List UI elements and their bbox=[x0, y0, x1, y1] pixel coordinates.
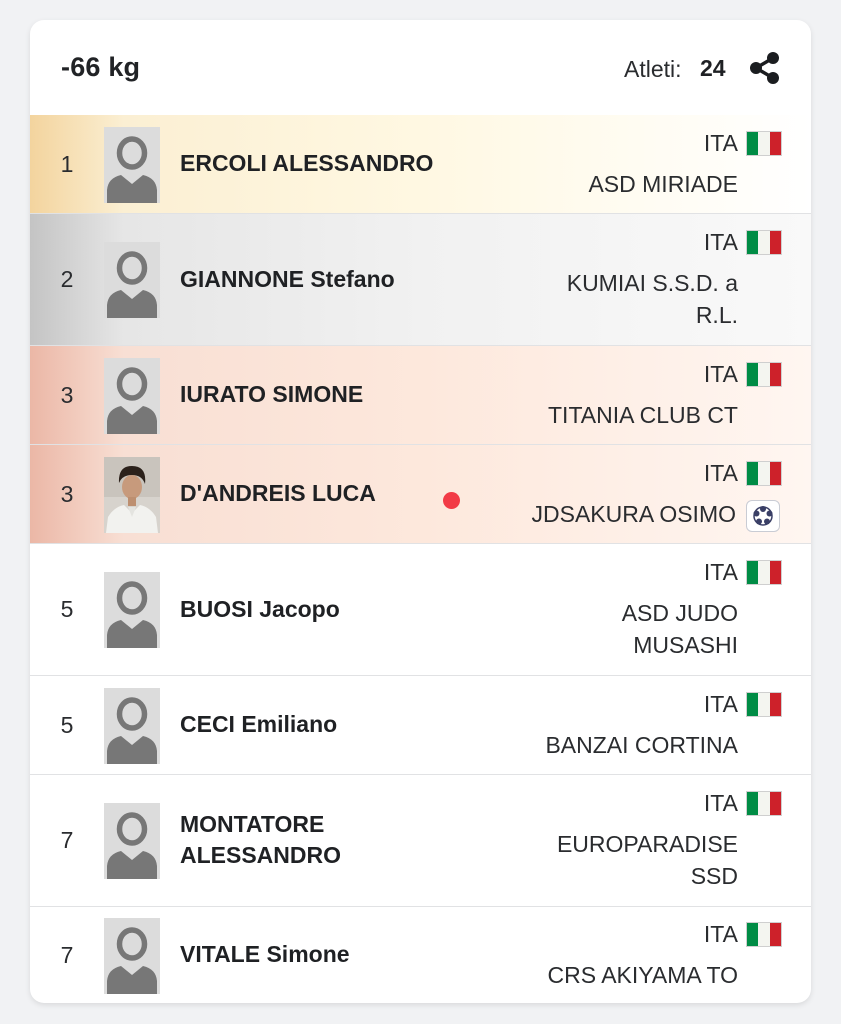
athlete-photo bbox=[104, 457, 160, 533]
person-placeholder-icon bbox=[104, 242, 160, 318]
athlete-name[interactable]: ERCOLI ALESSANDRO bbox=[180, 150, 434, 176]
italy-flag-icon bbox=[746, 461, 782, 486]
result-row[interactable]: 3 IURATO SIMONE ITA TITANIA CLUB CT bbox=[30, 346, 811, 445]
person-placeholder-icon bbox=[104, 688, 160, 764]
rank: 3 bbox=[60, 481, 74, 507]
club-logo-icon bbox=[746, 500, 780, 532]
share-icon[interactable] bbox=[748, 51, 782, 85]
person-placeholder-icon bbox=[104, 918, 160, 994]
nation-code: ITA bbox=[703, 361, 738, 387]
club-name: EUROPARADISE SSD bbox=[556, 831, 738, 889]
rank: 3 bbox=[60, 382, 74, 408]
athlete-name[interactable]: VITALE Simone bbox=[180, 941, 350, 967]
italy-flag-icon bbox=[746, 692, 782, 717]
italy-flag-icon bbox=[746, 131, 782, 156]
person-placeholder-icon bbox=[104, 803, 160, 879]
nation-code: ITA bbox=[703, 921, 738, 947]
category-title: -66 kg bbox=[61, 52, 141, 82]
person-placeholder-icon bbox=[104, 572, 160, 648]
italy-flag-icon bbox=[746, 560, 782, 585]
club-name: ASD JUDO MUSASHI bbox=[621, 600, 738, 658]
italy-flag-icon bbox=[746, 230, 782, 255]
italy-flag-icon bbox=[746, 922, 782, 947]
rank: 7 bbox=[60, 942, 74, 968]
result-row[interactable]: 5 CECI Emiliano ITA BANZAI CORTINA bbox=[30, 676, 811, 775]
athlete-name[interactable]: MONTATORE ALESSANDRO bbox=[180, 811, 342, 868]
rank: 2 bbox=[60, 266, 74, 292]
nation-code: ITA bbox=[703, 130, 738, 156]
result-row[interactable]: 7 MONTATORE ALESSANDRO ITA EUROPARADISE … bbox=[30, 775, 811, 907]
athletes-count: 24 bbox=[700, 55, 726, 81]
athlete-name[interactable]: GIANNONE Stefano bbox=[180, 266, 395, 292]
athlete-name[interactable]: D'ANDREIS LUCA bbox=[180, 480, 376, 506]
rank: 7 bbox=[60, 827, 74, 853]
club-name: CRS AKIYAMA TO bbox=[547, 962, 738, 988]
nation-code: ITA bbox=[703, 559, 738, 585]
nation-code: ITA bbox=[703, 691, 738, 717]
athlete-name[interactable]: CECI Emiliano bbox=[180, 711, 338, 737]
category-header: -66 kg Atleti: 24 bbox=[30, 20, 811, 116]
result-row[interactable]: 2 GIANNONE Stefano ITA KUMIAI S.S.D. a R… bbox=[30, 214, 811, 346]
club-name: TITANIA CLUB CT bbox=[548, 402, 738, 428]
club-name: BANZAI CORTINA bbox=[545, 732, 738, 758]
nation-code: ITA bbox=[703, 229, 738, 255]
live-dot bbox=[443, 492, 460, 509]
club-name: JDSAKURA OSIMO bbox=[531, 501, 736, 527]
rank: 5 bbox=[60, 712, 74, 738]
result-row[interactable]: 5 BUOSI Jacopo ITA ASD JUDO MUSASHI bbox=[30, 544, 811, 676]
athlete-name[interactable]: IURATO SIMONE bbox=[180, 381, 364, 407]
result-row[interactable]: 7 VITALE Simone ITA CRS AKIYAMA TO bbox=[30, 907, 811, 1003]
nation-code: ITA bbox=[703, 790, 738, 816]
nation-code: ITA bbox=[703, 460, 738, 486]
person-placeholder-icon bbox=[104, 358, 160, 434]
rank: 5 bbox=[60, 596, 74, 622]
italy-flag-icon bbox=[746, 362, 782, 387]
result-row[interactable]: 3 D'ANDREIS LUCA ITA JDSAKURA OSIMO bbox=[30, 445, 811, 544]
person-placeholder-icon bbox=[104, 127, 160, 203]
result-row[interactable]: 1 ERCOLI ALESSANDRO ITA ASD MIRIADE bbox=[30, 115, 811, 214]
results-card: -66 kg Atleti: 24 1 ERCOLI ALESSANDRO IT… bbox=[30, 20, 811, 1003]
athletes-label: Atleti: bbox=[624, 56, 682, 82]
rank: 1 bbox=[60, 151, 74, 177]
club-name: ASD MIRIADE bbox=[588, 171, 738, 197]
athlete-name[interactable]: BUOSI Jacopo bbox=[180, 596, 340, 622]
italy-flag-icon bbox=[746, 791, 782, 816]
club-name: KUMIAI S.S.D. a R.L. bbox=[566, 270, 738, 328]
